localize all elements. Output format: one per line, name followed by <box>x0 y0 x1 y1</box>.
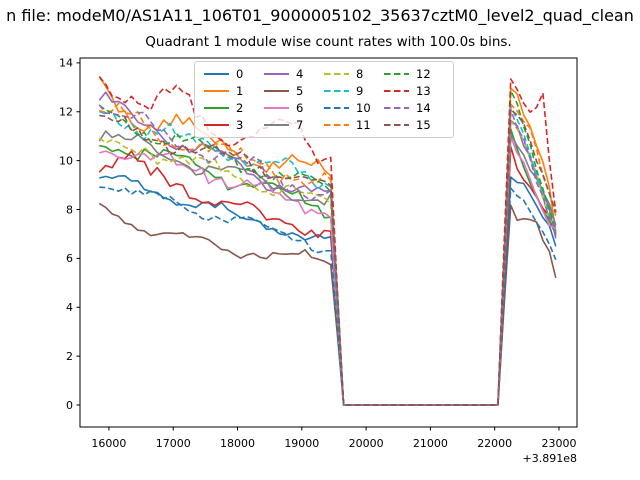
legend-line-sample <box>384 89 409 92</box>
legend-label: 5 <box>296 83 304 98</box>
legend-label: 11 <box>356 118 371 133</box>
legend-item-14: 14 <box>384 101 444 115</box>
series-line-15 <box>99 109 557 406</box>
legend-label: 12 <box>416 66 431 81</box>
x-tick-label: 20000 <box>349 437 384 450</box>
legend-item-3: 3 <box>204 118 264 132</box>
x-tick-label: 23000 <box>541 437 576 450</box>
legend-item-0: 0 <box>204 67 264 81</box>
legend-label: 2 <box>236 101 244 116</box>
legend-label: 14 <box>416 101 431 116</box>
legend-label: 3 <box>236 118 244 133</box>
legend-line-sample <box>264 124 289 127</box>
chart-title: Quadrant 1 module wise count rates with … <box>145 34 512 50</box>
y-tick-label: 2 <box>66 350 73 363</box>
x-tick-label: 19000 <box>284 437 319 450</box>
series-line-0 <box>99 175 557 406</box>
x-tick-label: 18000 <box>220 437 255 450</box>
legend-label: 10 <box>356 101 371 116</box>
legend-line-sample <box>204 107 229 110</box>
legend-item-15: 15 <box>384 118 444 132</box>
series-line-10 <box>99 186 557 406</box>
series-line-4 <box>98 91 557 406</box>
legend-item-7: 7 <box>264 118 324 132</box>
series-line-6 <box>99 135 557 406</box>
legend-line-sample <box>264 107 289 110</box>
x-axis-offset-label: +3.891e8 <box>523 452 577 465</box>
legend-line-sample <box>324 107 349 110</box>
series-line-13 <box>98 76 557 406</box>
y-tick-label: 10 <box>59 154 73 167</box>
legend-label: 7 <box>296 118 304 133</box>
legend-item-12: 12 <box>384 67 444 81</box>
legend-line-sample <box>324 124 349 127</box>
legend-label: 4 <box>296 66 304 81</box>
figure-suptitle: n file: modeM0/AS1A11_106T01_9000005102_… <box>6 6 634 25</box>
legend-item-1: 1 <box>204 84 264 98</box>
x-tick-label: 16000 <box>91 437 126 450</box>
legend-item-4: 4 <box>264 67 324 81</box>
legend-line-sample <box>264 72 289 75</box>
series-line-2 <box>99 128 557 406</box>
x-tick-label: 17000 <box>156 437 191 450</box>
legend-line-sample <box>204 89 229 92</box>
legend-item-10: 10 <box>324 101 384 115</box>
legend-line-sample <box>384 124 409 127</box>
x-tick-label: 21000 <box>413 437 448 450</box>
legend-item-2: 2 <box>204 101 264 115</box>
y-tick-label: 6 <box>66 252 73 265</box>
legend-line-sample <box>204 72 229 75</box>
x-tick-label: 22000 <box>477 437 512 450</box>
legend-line-sample <box>384 72 409 75</box>
series-line-5 <box>98 202 557 406</box>
series-line-14 <box>98 104 557 406</box>
legend: 0 1 2 3 4 5 6 7 8 9 10 11 12 13 14 15 <box>194 61 454 138</box>
legend-label: 0 <box>236 66 244 81</box>
legend-label: 6 <box>296 101 304 116</box>
legend-item-11: 11 <box>324 118 384 132</box>
legend-label: 9 <box>356 83 364 98</box>
legend-label: 15 <box>416 118 431 133</box>
legend-line-sample <box>384 107 409 110</box>
legend-line-sample <box>204 124 229 127</box>
legend-label: 13 <box>416 83 431 98</box>
y-tick-label: 4 <box>66 301 73 314</box>
legend-line-sample <box>324 89 349 92</box>
legend-item-9: 9 <box>324 84 384 98</box>
series-line-12 <box>98 89 557 406</box>
legend-item-8: 8 <box>324 67 384 81</box>
y-tick-label: 8 <box>66 203 73 216</box>
legend-line-sample <box>264 89 289 92</box>
legend-item-6: 6 <box>264 101 324 115</box>
legend-label: 1 <box>236 83 244 98</box>
axes-frame <box>79 57 578 428</box>
y-tick-label: 12 <box>59 106 73 119</box>
y-tick-label: 14 <box>59 57 73 70</box>
legend-line-sample <box>324 72 349 75</box>
y-tick-label: 0 <box>66 399 73 412</box>
legend-item-5: 5 <box>264 84 324 98</box>
legend-item-13: 13 <box>384 84 444 98</box>
legend-label: 8 <box>356 66 364 81</box>
